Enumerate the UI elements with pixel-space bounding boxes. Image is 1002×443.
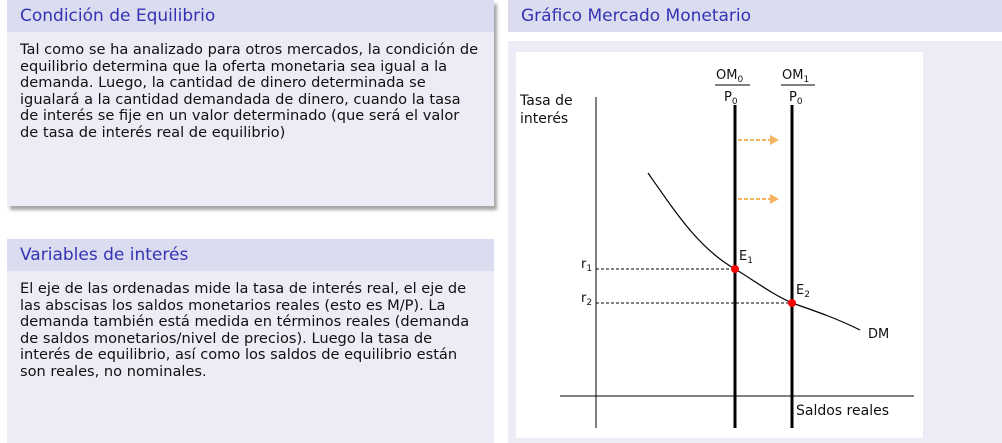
om1-denominator: P0 — [789, 90, 803, 107]
om0-numerator: OM0 — [716, 68, 743, 85]
block-title: Variables de interés — [7, 239, 494, 271]
block-text: Tal como se ha analizado para otros merc… — [7, 32, 494, 206]
x-axis-label: Saldos reales — [796, 403, 889, 419]
om0-denominator: P0 — [724, 90, 738, 107]
e2-label: E2 — [796, 283, 810, 300]
y-axis-label-line1: Tasa de — [519, 93, 573, 109]
block-condicion-equilibrio: Condición de Equilibrio Tal como se ha a… — [7, 0, 494, 206]
demand-label: DM — [868, 327, 889, 342]
graph-panel: Tasa de interés Saldos reales OM0 P0 OM1… — [508, 41, 1002, 443]
equilibrium-point-e1 — [731, 265, 739, 273]
e1-label: E1 — [739, 249, 753, 266]
block-variables-interes: Variables de interés El eje de las orden… — [7, 239, 494, 443]
block-title: Gráfico Mercado Monetario — [508, 0, 1002, 32]
demand-curve — [647, 172, 861, 331]
om1-numerator: OM1 — [782, 68, 809, 85]
r1-label: r1 — [581, 257, 592, 274]
equilibrium-point-e2 — [788, 299, 796, 307]
block-title: Condición de Equilibrio — [7, 0, 494, 32]
r2-label: r2 — [581, 291, 592, 308]
y-axis-label-line2: interés — [520, 111, 568, 127]
shift-arrow-lower — [738, 194, 779, 204]
block-grafico-mercado: Gráfico Mercado Monetario — [508, 0, 1002, 32]
diagram-canvas — [516, 52, 923, 438]
money-market-diagram: Tasa de interés Saldos reales OM0 P0 OM1… — [516, 52, 923, 438]
shift-arrow-upper — [738, 135, 779, 145]
block-text: El eje de las ordenadas mide la tasa de … — [7, 271, 494, 443]
